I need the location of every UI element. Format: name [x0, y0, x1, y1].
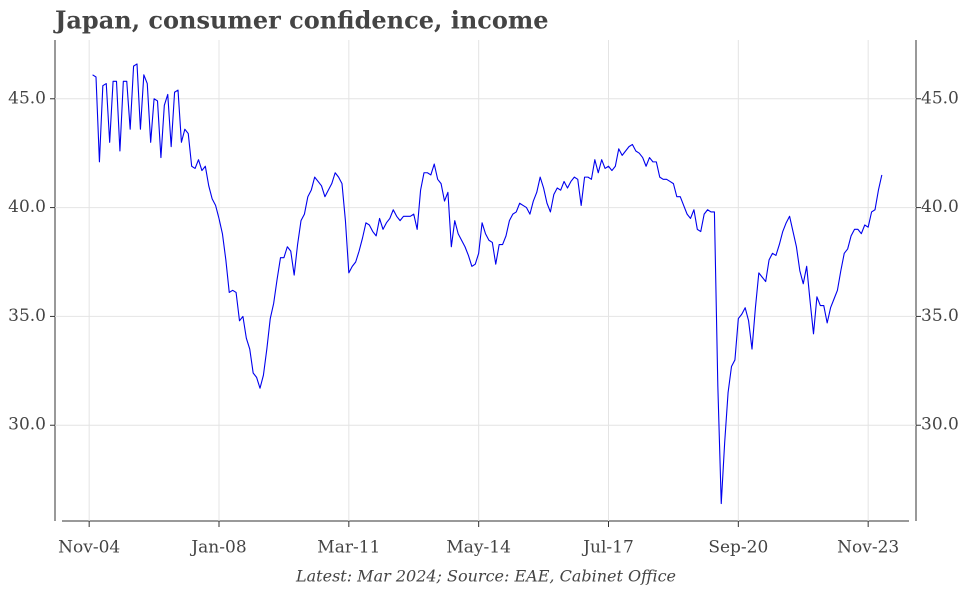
x-tick-label: Nov-04: [58, 538, 120, 558]
chart-title: Japan, consumer confidence, income: [53, 6, 549, 35]
x-tick-label: Nov-23: [837, 538, 899, 558]
y-tick-label: 35.0: [8, 306, 46, 326]
data-line: [92, 63, 883, 505]
y-tick-label: 40.0: [8, 197, 46, 217]
x-tick-label: Jan-08: [189, 538, 246, 558]
y-tick-label: 45.0: [8, 88, 46, 108]
x-tick-label: Jul-17: [581, 538, 634, 558]
y2-tick-label: 40.0: [921, 197, 959, 217]
y2-tick-label: 35.0: [921, 306, 959, 326]
x-tick-label: Sep-20: [708, 538, 768, 558]
y-tick-label: 30.0: [8, 415, 46, 435]
x-tick-label: Mar-11: [317, 538, 380, 558]
footnote: Latest: Mar 2024; Source: EAE, Cabinet O…: [295, 567, 676, 586]
y2-tick-label: 45.0: [921, 88, 959, 108]
x-tick-label: May-14: [446, 538, 511, 558]
y2-tick-label: 30.0: [921, 415, 959, 435]
